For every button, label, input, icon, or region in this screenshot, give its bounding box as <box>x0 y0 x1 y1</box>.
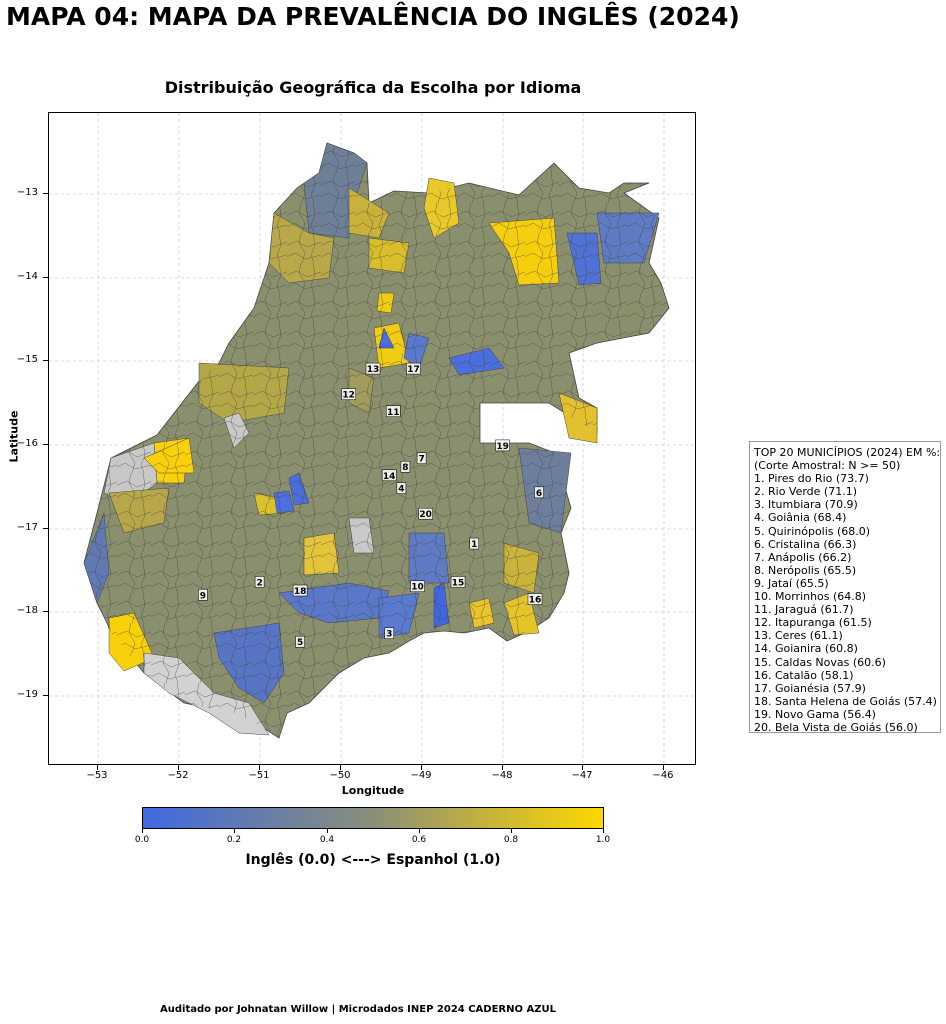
legend-item: 16. Catalão (58.1) <box>754 668 854 682</box>
y-tick-label: −14 <box>16 271 38 282</box>
y-tick-label: −16 <box>16 438 38 449</box>
x-tick-label: −47 <box>571 770 593 781</box>
y-axis-label: Latitude <box>7 410 21 463</box>
colorbar-tick-label: 0.4 <box>319 835 335 845</box>
legend-item: 17. Goianésia (57.9) <box>754 681 866 695</box>
legend-item: 20. Bela Vista de Goiás (56.0) <box>754 720 918 734</box>
map-label-4: 4 <box>396 482 407 495</box>
map-label-3: 3 <box>384 627 394 640</box>
legend-item: 3. Itumbiara (70.9) <box>754 498 858 512</box>
y-tick-label: −17 <box>16 522 38 533</box>
legend-item: 12. Itapuranga (61.5) <box>754 616 872 630</box>
map-label-15: 15 <box>450 576 466 588</box>
colorbar-tick-label: 0.8 <box>503 835 519 845</box>
x-tick-label: −48 <box>491 770 513 781</box>
svg-text:3: 3 <box>386 630 392 640</box>
legend-item: 15. Caldas Novas (60.6) <box>754 655 886 669</box>
map-label-2: 2 <box>254 576 265 588</box>
map-label-11: 11 <box>386 405 401 418</box>
map-label-6: 6 <box>534 486 544 499</box>
svg-text:15: 15 <box>452 578 465 588</box>
map-label-14: 14 <box>381 469 397 482</box>
map-label-9: 9 <box>198 589 208 601</box>
x-tick-label: −50 <box>329 770 351 781</box>
map-label-12: 12 <box>341 388 356 401</box>
svg-text:10: 10 <box>411 583 424 593</box>
colorbar-tick-label: 0.0 <box>134 835 150 845</box>
svg-text:9: 9 <box>200 591 206 601</box>
svg-text:18: 18 <box>294 587 307 597</box>
map-label-17: 17 <box>406 362 421 375</box>
colorbar-title: Inglês (0.0) <---> Espanhol (1.0) <box>245 852 501 868</box>
x-tick-label: −52 <box>167 770 189 781</box>
legend-item: 7. Anápolis (66.2) <box>754 550 852 564</box>
map-label-7: 7 <box>416 452 427 465</box>
legend-item: 18. Santa Helena de Goiás (57.4) <box>754 694 937 708</box>
x-tick-label: −53 <box>86 770 108 781</box>
svg-text:2: 2 <box>256 578 262 588</box>
map-label-8: 8 <box>400 460 411 473</box>
map-label-5: 5 <box>295 635 305 648</box>
legend-item: 13. Ceres (61.1) <box>754 629 843 643</box>
colorbar-tick-label: 0.2 <box>226 835 242 845</box>
colorbar <box>142 807 604 829</box>
map-label-20: 20 <box>418 507 433 520</box>
legend-item: 11. Jaraguá (61.7) <box>754 603 854 617</box>
legend-header: TOP 20 MUNICÍPIOS (2024) EM %: <box>754 446 941 459</box>
map-area: 1 2 3 4 5 6 7 8 9 10 11 12 13 14 15 16 17 18 19 20 <box>48 112 696 765</box>
colorbar-tick-label: 0.6 <box>411 835 427 845</box>
y-tick-label: −19 <box>16 689 38 700</box>
legend-item: 8. Nerópolis (65.5) <box>754 563 857 577</box>
svg-text:6: 6 <box>536 489 542 499</box>
colorbar-tick-label: 1.0 <box>595 835 611 845</box>
svg-text:19: 19 <box>496 442 509 452</box>
map-label-18: 18 <box>292 584 308 597</box>
y-tick-label: −13 <box>16 187 38 198</box>
legend-item: 2. Rio Verde (71.1) <box>754 485 858 499</box>
x-tick-label: −49 <box>410 770 432 781</box>
map-label-16: 16 <box>527 593 543 606</box>
svg-text:8: 8 <box>402 463 408 473</box>
footer-credit: Auditado por Johnatan Willow | Microdado… <box>160 1004 556 1015</box>
svg-text:7: 7 <box>418 455 424 465</box>
svg-text:13: 13 <box>367 365 380 375</box>
svg-text:17: 17 <box>407 365 420 375</box>
map-label-19: 19 <box>495 439 510 452</box>
svg-text:4: 4 <box>398 485 404 495</box>
legend-item: 10. Morrinhos (64.8) <box>754 590 867 604</box>
page-title: MAPA 04: MAPA DA PREVALÊNCIA DO INGLÊS (… <box>6 2 740 31</box>
legend-item: 19. Novo Gama (56.4) <box>754 707 876 721</box>
svg-text:11: 11 <box>387 408 400 418</box>
x-axis-label: Longitude <box>341 784 405 797</box>
legend-item: 6. Cristalina (66.3) <box>754 537 857 551</box>
map-label-1: 1 <box>469 537 479 550</box>
map-label-10: 10 <box>410 580 425 593</box>
svg-text:20: 20 <box>419 510 432 520</box>
legend-item: 5. Quirinópolis (68.0) <box>754 524 871 538</box>
legend-item: 14. Goianira (60.8) <box>754 642 858 656</box>
map-label-13: 13 <box>365 362 381 375</box>
legend-item: 1. Pires do Rio (73.7) <box>754 472 869 486</box>
svg-text:1: 1 <box>471 540 477 550</box>
svg-text:16: 16 <box>529 596 542 606</box>
x-tick-label: −51 <box>248 770 270 781</box>
svg-text:14: 14 <box>383 472 396 482</box>
svg-text:12: 12 <box>342 391 355 401</box>
map-subtitle: Distribuição Geográfica da Escolha por I… <box>164 78 582 97</box>
svg-text:5: 5 <box>297 638 303 648</box>
legend-subheader: (Corte Amostral: N >= 50) <box>754 459 901 473</box>
x-tick-label: −46 <box>652 770 674 781</box>
y-tick-label: −15 <box>16 354 38 365</box>
y-tick-label: −18 <box>16 605 38 616</box>
top-municipalities-legend: TOP 20 MUNICÍPIOS (2024) EM %: (Corte Am… <box>749 441 941 734</box>
legend-item: 4. Goiânia (68.4) <box>754 511 847 525</box>
legend-item: 9. Jataí (65.5) <box>754 576 829 590</box>
